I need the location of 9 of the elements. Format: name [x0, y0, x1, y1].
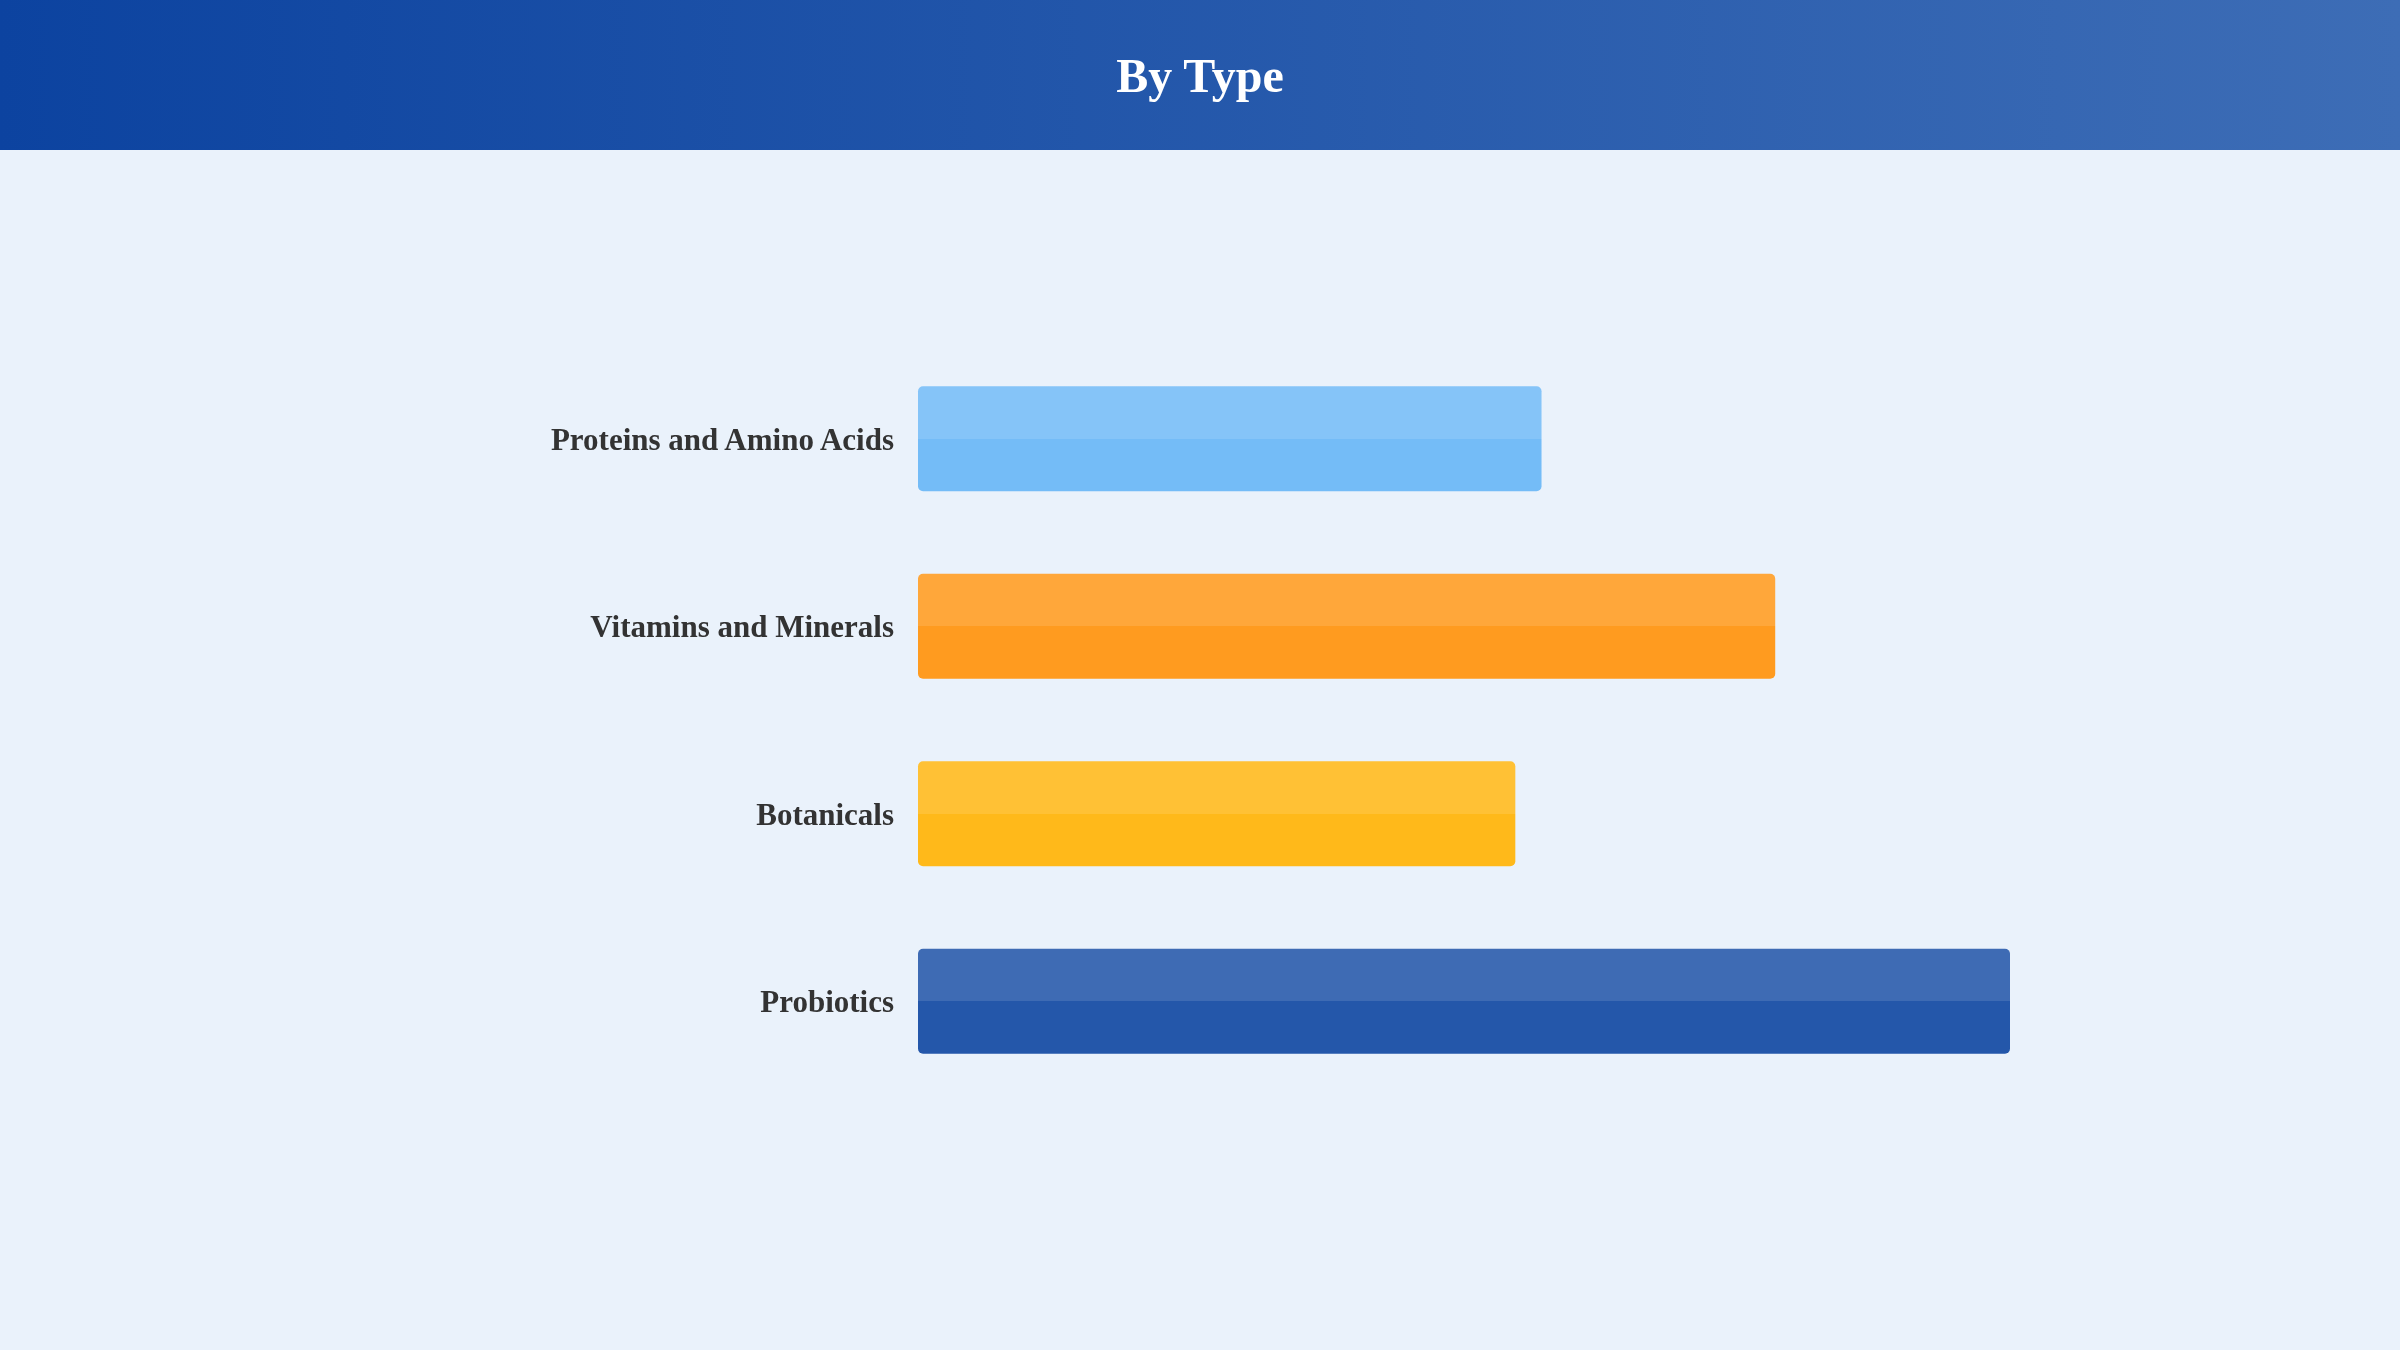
bar [918, 948, 2010, 1054]
bar [918, 573, 1776, 679]
y-tick-label: Proteins and Amino Acids [550, 421, 894, 457]
bar [918, 761, 1516, 867]
chart-title: By Type [1116, 49, 1284, 102]
y-tick-label: Vitamins and Minerals [590, 609, 894, 645]
bar [918, 386, 1542, 492]
y-tick-label: Botanicals [756, 796, 894, 832]
y-tick-label: Probiotics [760, 984, 894, 1020]
